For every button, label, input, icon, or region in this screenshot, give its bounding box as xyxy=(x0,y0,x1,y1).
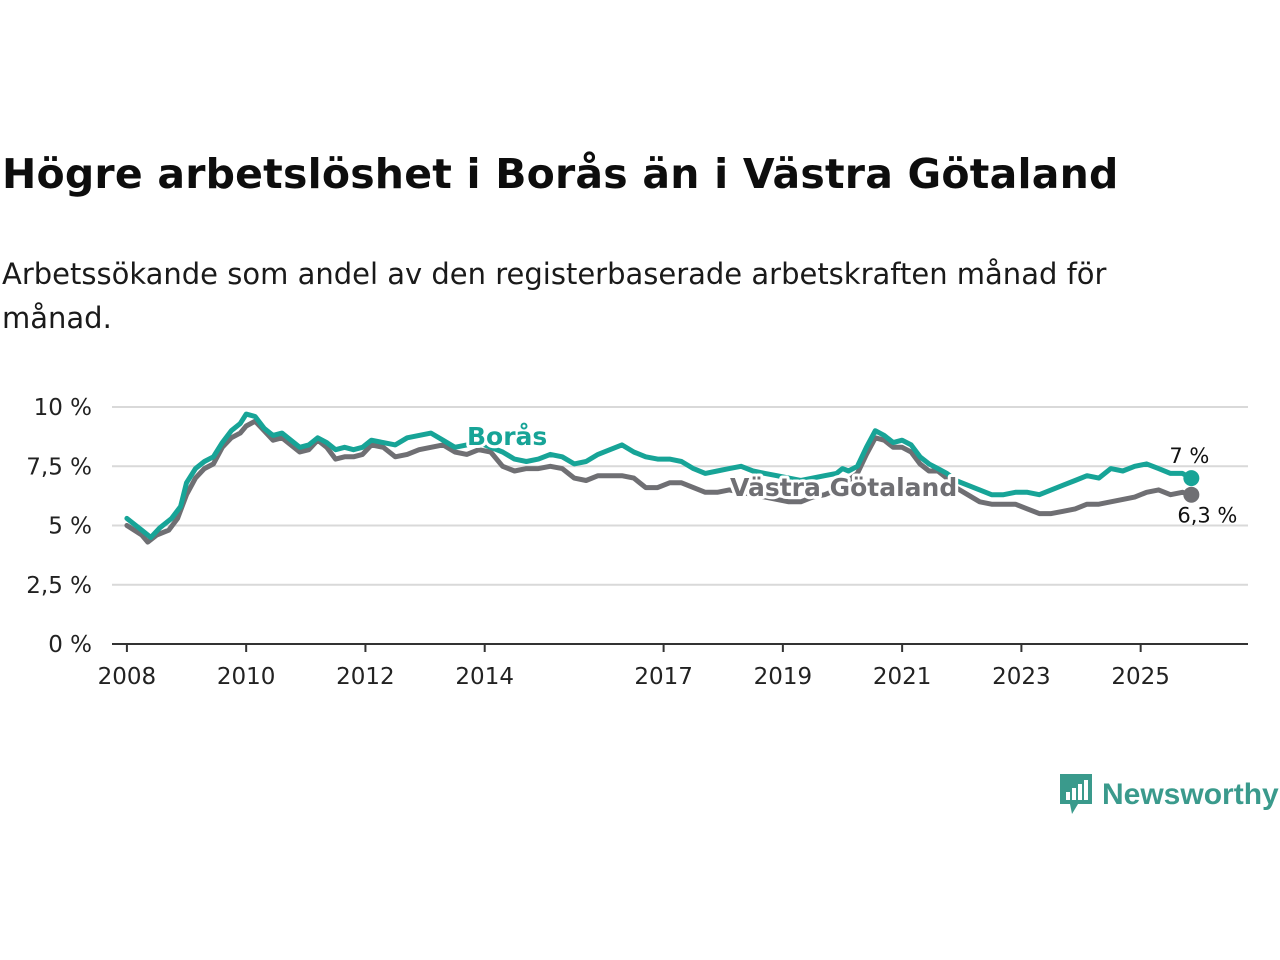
newsworthy-logo: Newsworthy xyxy=(1058,772,1279,818)
x-tick-label: 2023 xyxy=(992,664,1051,690)
x-tick-label: 2021 xyxy=(873,664,932,690)
y-tick-label: 0 % xyxy=(48,632,92,658)
series-label-boras: Borås xyxy=(467,422,547,451)
chart-subtitle: Arbetssökande som andel av den registerb… xyxy=(2,257,1107,335)
y-axis-ticks: 0 % 2,5 % 5 % 7,5 % 10 % xyxy=(26,395,92,658)
end-point-boras xyxy=(1183,470,1200,487)
newsworthy-logo-icon xyxy=(1060,774,1092,814)
x-tick-label: 2025 xyxy=(1111,664,1170,690)
brand-name: Newsworthy xyxy=(1102,778,1279,811)
x-tick-label: 2017 xyxy=(634,664,693,690)
x-tick-label: 2014 xyxy=(455,664,514,690)
chart-title: Högre arbetslöshet i Borås än i Västra G… xyxy=(2,150,1119,198)
end-label-boras: 7 % xyxy=(1169,444,1209,468)
line-chart: 0 % 2,5 % 5 % 7,5 % 10 % 2008 2010 2012 2014 201… xyxy=(26,395,1248,690)
y-tick-label: 2,5 % xyxy=(26,573,92,599)
y-tick-label: 10 % xyxy=(34,395,92,421)
x-tick-label: 2010 xyxy=(217,664,276,690)
series-line-boras xyxy=(124,411,1194,540)
end-point-vastra-gotaland xyxy=(1183,486,1200,503)
series-lines xyxy=(124,411,1200,545)
series-line-vastra-gotaland xyxy=(124,418,1194,545)
series-labels: Borås Västra Götaland 7 % 6,3 % xyxy=(464,419,1237,528)
y-tick-label: 5 % xyxy=(48,514,92,540)
x-axis-ticks: 2008 2010 2012 2014 2017 2019 2021 2023 2025 xyxy=(98,644,1170,690)
x-tick-label: 2008 xyxy=(98,664,157,690)
y-tick-label: 7,5 % xyxy=(26,454,92,480)
series-label-vastra-gotaland: Västra Götaland xyxy=(730,473,957,502)
end-label-vastra-gotaland: 6,3 % xyxy=(1177,504,1237,528)
x-tick-label: 2012 xyxy=(336,664,395,690)
x-tick-label: 2019 xyxy=(754,664,813,690)
grid-lines xyxy=(112,406,1248,645)
